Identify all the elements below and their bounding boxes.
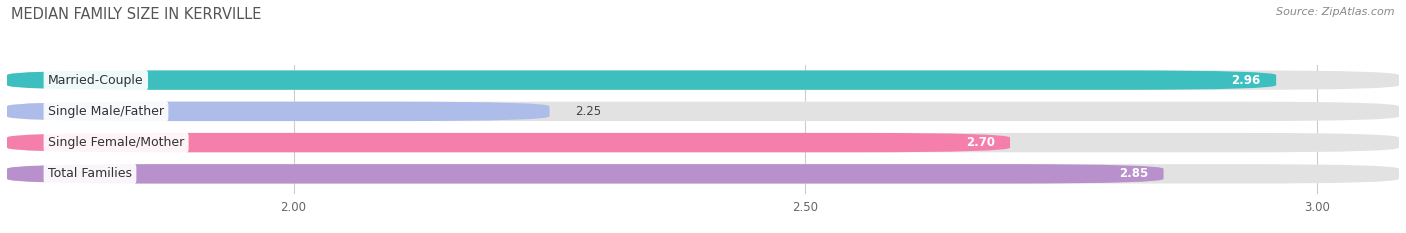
Text: 2.25: 2.25 (575, 105, 602, 118)
Text: Source: ZipAtlas.com: Source: ZipAtlas.com (1277, 7, 1395, 17)
FancyBboxPatch shape (7, 102, 550, 121)
FancyBboxPatch shape (7, 133, 1399, 152)
FancyBboxPatch shape (7, 102, 1399, 121)
Text: 2.85: 2.85 (1119, 167, 1149, 180)
FancyBboxPatch shape (7, 133, 1010, 152)
Text: Total Families: Total Families (48, 167, 132, 180)
Text: 2.96: 2.96 (1232, 74, 1261, 87)
FancyBboxPatch shape (7, 164, 1164, 184)
Text: 2.70: 2.70 (966, 136, 994, 149)
Text: Single Female/Mother: Single Female/Mother (48, 136, 184, 149)
Text: Single Male/Father: Single Male/Father (48, 105, 165, 118)
Text: Married-Couple: Married-Couple (48, 74, 143, 87)
FancyBboxPatch shape (7, 70, 1277, 90)
FancyBboxPatch shape (7, 70, 1399, 90)
FancyBboxPatch shape (7, 164, 1399, 184)
Text: MEDIAN FAMILY SIZE IN KERRVILLE: MEDIAN FAMILY SIZE IN KERRVILLE (11, 7, 262, 22)
